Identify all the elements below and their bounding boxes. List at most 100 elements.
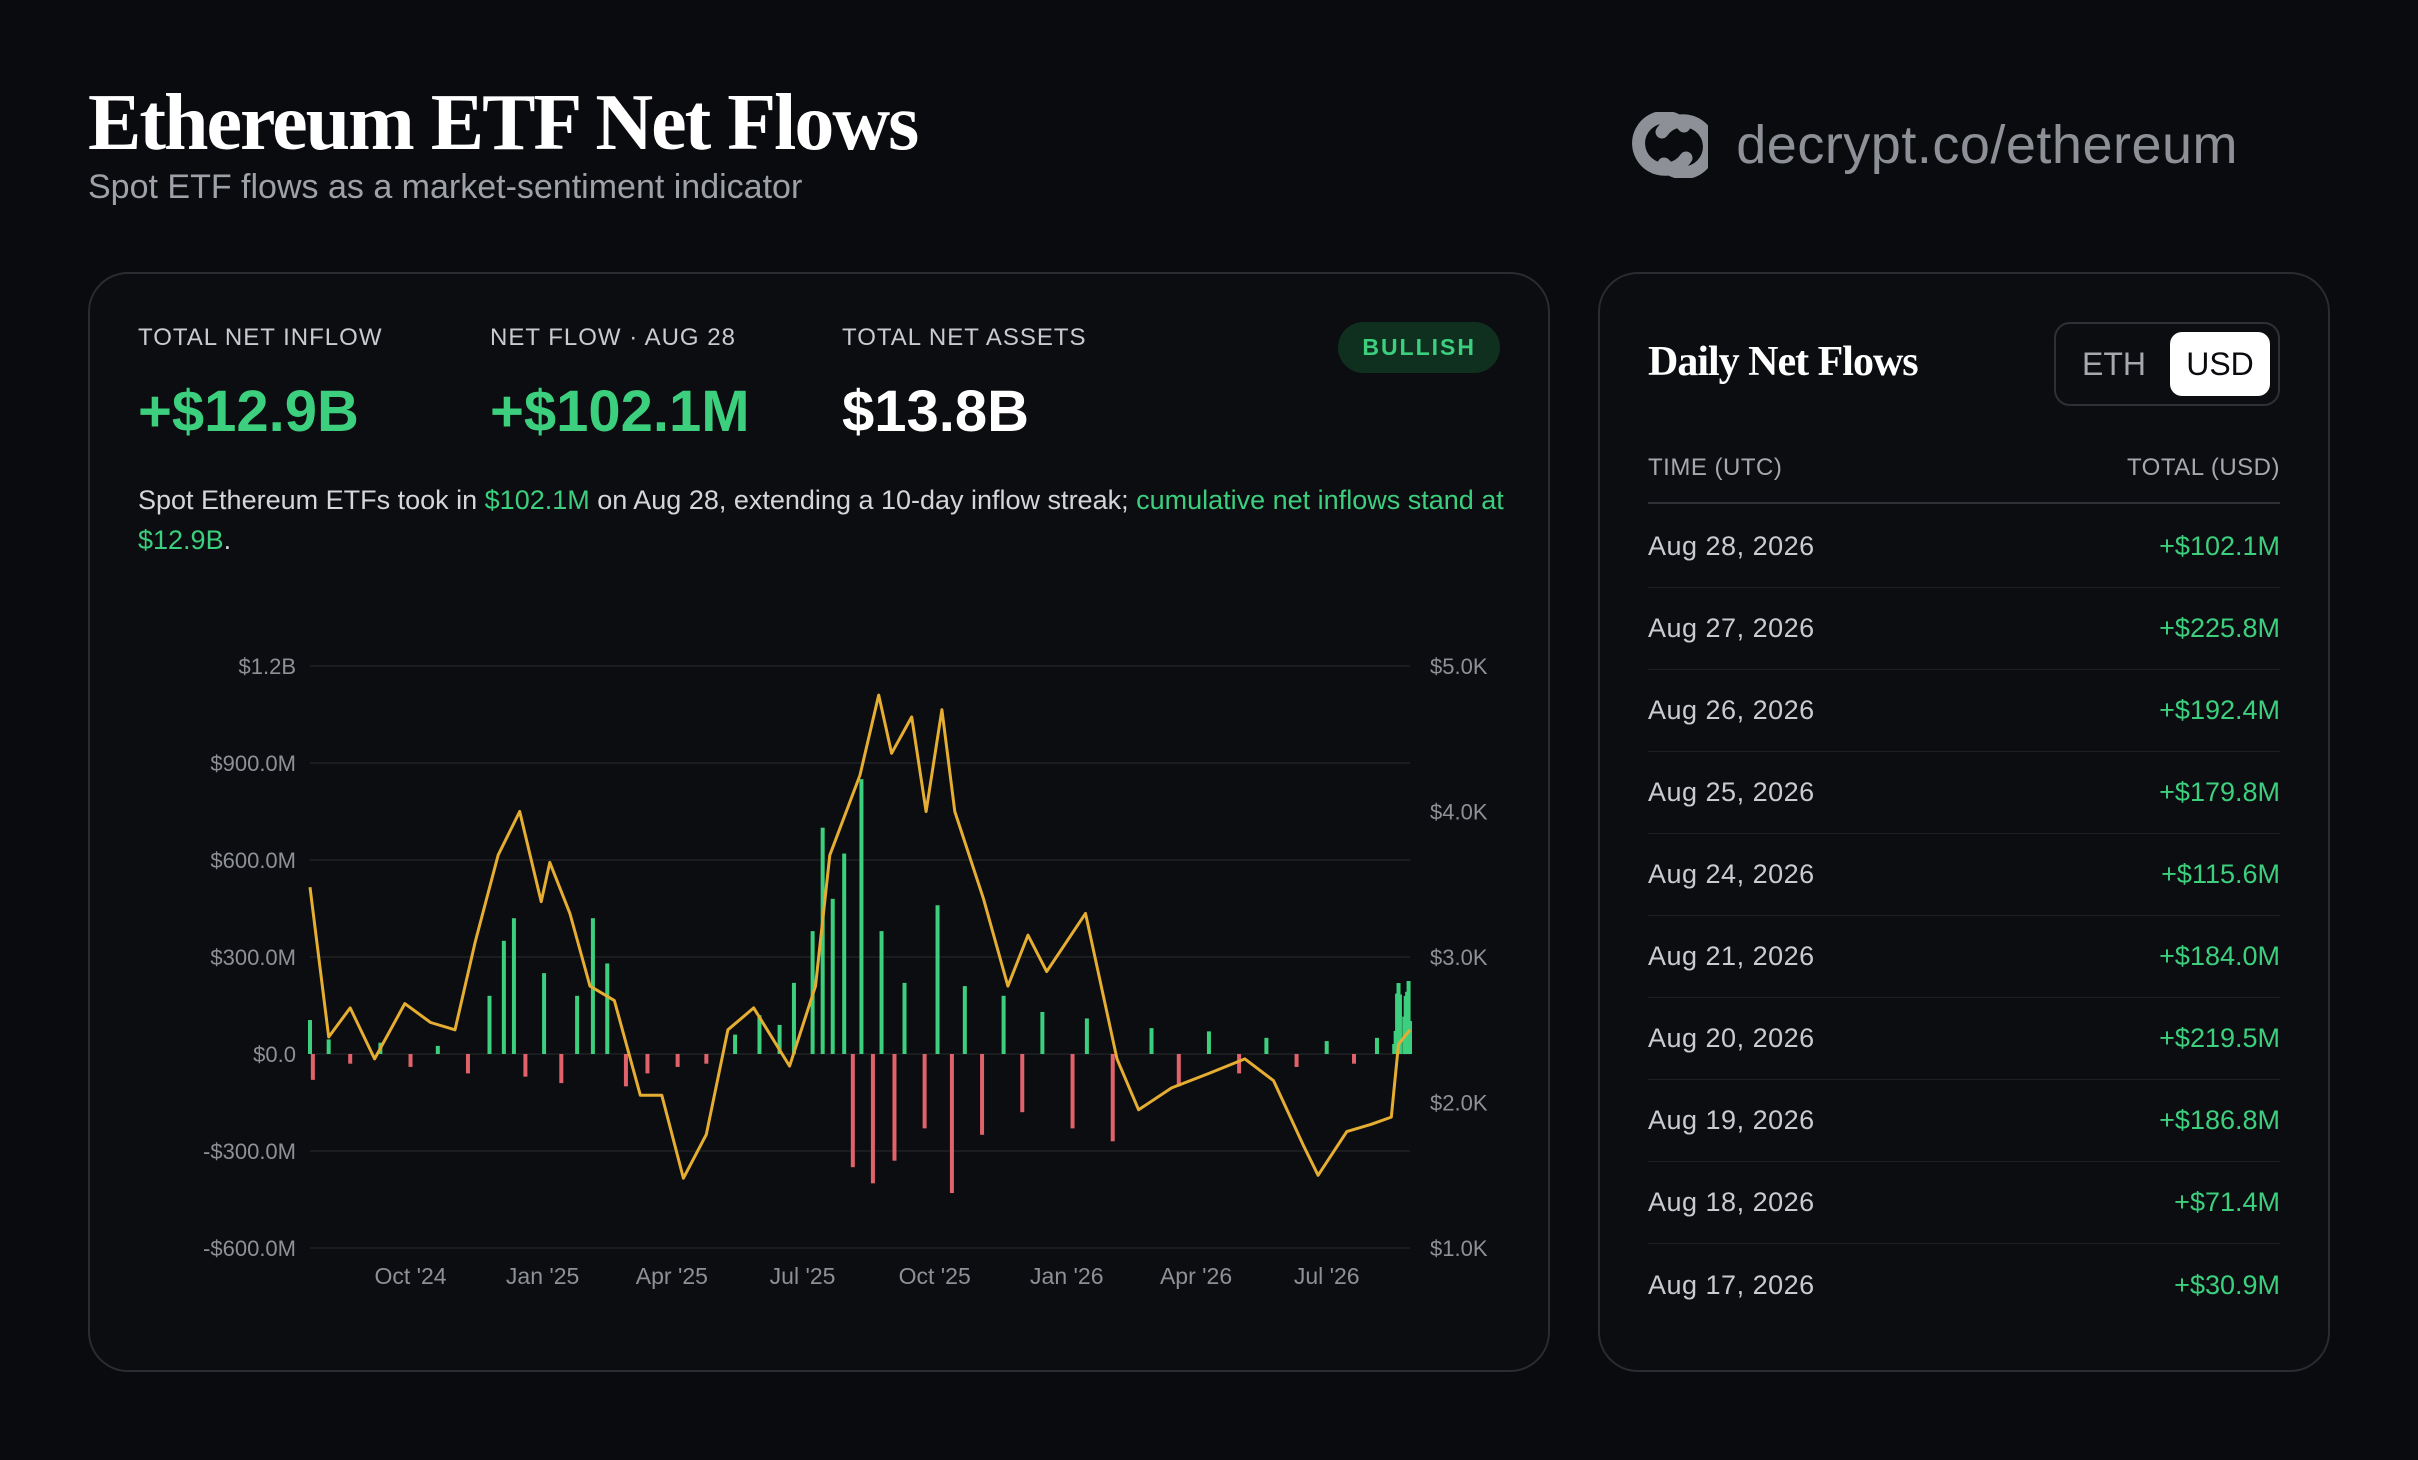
y-tick-label: -$600.0M — [203, 1236, 296, 1261]
flow-bar — [1397, 994, 1402, 1054]
flow-bar — [1351, 1054, 1356, 1064]
flow-bar — [1040, 1011, 1045, 1054]
table-row[interactable]: Aug 17, 2026 +$30.9M — [1648, 1244, 2280, 1326]
row-date: Aug 18, 2026 — [1648, 1187, 1815, 1217]
flow-bar — [949, 1054, 954, 1194]
table-row[interactable]: Aug 19, 2026 +$186.8M — [1648, 1080, 2280, 1162]
summary-text: Spot Ethereum ETFs took in $102.1M on Au… — [138, 480, 1508, 560]
toggle-eth[interactable]: ETH — [2082, 345, 2146, 382]
summary-highlight: $102.1M — [484, 485, 590, 515]
row-date: Aug 25, 2026 — [1648, 777, 1815, 807]
flow-bar — [777, 1024, 782, 1054]
row-date: Aug 20, 2026 — [1648, 1023, 1815, 1053]
x-tick-label: Jan '26 — [1030, 1263, 1103, 1289]
y-tick-label: $600.0M — [210, 848, 296, 873]
metric-total-inflow: TOTAL NET INFLOW +$12.9B — [138, 324, 382, 445]
daily-flows-panel: Daily Net Flows ETH USD TIME (UTC) TOTAL… — [1598, 272, 2330, 1372]
flow-bar — [820, 827, 825, 1054]
flow-bar — [1110, 1054, 1115, 1142]
sentiment-badge: BULLISH — [1338, 322, 1500, 373]
row-value: +$30.9M — [2174, 1269, 2280, 1300]
metric-label: NET FLOW · AUG 28 — [490, 324, 736, 351]
flow-bar — [310, 1054, 315, 1080]
x-tick-label: Jul '25 — [770, 1263, 836, 1289]
metric-label: TOTAL NET ASSETS — [842, 324, 1087, 351]
flow-bar — [1070, 1054, 1075, 1129]
row-value: +$179.8M — [2159, 777, 2280, 807]
row-date: Aug 27, 2026 — [1648, 613, 1815, 643]
flow-bar — [892, 1054, 897, 1161]
flow-bar — [902, 982, 907, 1054]
flow-bar — [501, 940, 506, 1054]
metric-value: +$12.9B — [138, 379, 359, 444]
flow-bar — [1001, 995, 1006, 1054]
table-row[interactable]: Aug 20, 2026 +$219.5M — [1648, 998, 2280, 1080]
row-date: Aug 26, 2026 — [1648, 695, 1815, 725]
flow-bar — [465, 1054, 470, 1074]
table-row[interactable]: Aug 21, 2026 +$184.0M — [1648, 916, 2280, 998]
y2-tick-label: $1.0K — [1430, 1236, 1488, 1261]
row-value: +$219.5M — [2159, 1023, 2280, 1053]
flow-bar — [542, 973, 547, 1054]
table-row[interactable]: Aug 18, 2026 +$71.4M — [1648, 1162, 2280, 1244]
flows-table: Aug 28, 2026 +$102.1M Aug 27, 2026 +$225.8M… — [1648, 506, 2280, 1326]
row-value: +$115.6M — [2161, 859, 2280, 889]
daily-flows-title: Daily Net Flows — [1648, 339, 1919, 385]
x-tick-label: Oct '24 — [374, 1263, 446, 1289]
y2-tick-label: $4.0K — [1430, 800, 1488, 825]
page-subtitle: Spot ETF flows as a market-sentiment ind… — [88, 168, 803, 206]
brand-link[interactable]: decrypt.co/ethereum — [1624, 112, 2238, 178]
row-date: Aug 19, 2026 — [1648, 1105, 1815, 1135]
flow-bar — [879, 931, 884, 1054]
y-tick-label: $900.0M — [210, 751, 296, 776]
row-date: Aug 21, 2026 — [1648, 941, 1815, 971]
table-row[interactable]: Aug 27, 2026 +$225.8M — [1648, 588, 2280, 670]
y2-tick-label: $2.0K — [1430, 1091, 1488, 1116]
row-date: Aug 17, 2026 — [1648, 1269, 1815, 1300]
flow-bar — [962, 986, 967, 1054]
flow-bar — [523, 1054, 528, 1077]
metric-value: +$102.1M — [490, 379, 750, 444]
toggle-usd[interactable]: USD — [2170, 332, 2270, 396]
flow-bar — [757, 1015, 762, 1054]
flows-price-chart: $1.2B $900.0M $600.0M $300.0M $0.0 -$300.0M -$… — [203, 654, 1488, 1289]
table-row[interactable]: Aug 26, 2026 +$192.4M — [1648, 670, 2280, 752]
flow-bar — [980, 1054, 985, 1135]
metric-label: TOTAL NET INFLOW — [138, 324, 383, 351]
flow-bar — [791, 982, 796, 1054]
row-value: +$225.8M — [2159, 613, 2280, 643]
metric-total-assets: TOTAL NET ASSETS $13.8B — [842, 324, 1087, 445]
flow-bar — [1374, 1037, 1379, 1054]
row-value: +$102.1M — [2159, 531, 2280, 561]
flow-bar — [308, 1020, 312, 1054]
flow-bar — [575, 995, 580, 1054]
decrypt-logo-icon — [1632, 112, 1709, 178]
summary-part: on Aug 28, extending a 10-day inflow str… — [589, 485, 1137, 515]
flow-bar — [1149, 1028, 1154, 1054]
table-row[interactable]: Aug 28, 2026 +$102.1M — [1648, 506, 2280, 588]
column-header-total: TOTAL (USD) — [2126, 454, 2280, 481]
flow-bar — [1408, 1020, 1412, 1054]
flow-bar — [850, 1054, 855, 1168]
flow-bar — [704, 1054, 709, 1064]
x-tick-label: Oct '25 — [899, 1263, 971, 1289]
flow-bar — [870, 1054, 875, 1184]
flow-bar — [922, 1054, 927, 1129]
flow-bar — [435, 1045, 440, 1054]
flow-bar — [348, 1054, 353, 1064]
table-row[interactable]: Aug 24, 2026 +$115.6M — [1648, 834, 2280, 916]
flow-bar — [859, 779, 864, 1054]
x-tick-label: Jan '25 — [506, 1263, 579, 1289]
table-header: TIME (UTC) TOTAL (USD) — [1648, 454, 2280, 504]
summary-highlight: cumulative net inflows stand at $12.9B — [138, 485, 1504, 555]
page-title: Ethereum ETF Net Flows — [88, 79, 919, 167]
flow-bar — [1020, 1054, 1025, 1113]
flow-bar — [842, 853, 847, 1054]
flow-bar — [605, 963, 610, 1054]
row-date: Aug 24, 2026 — [1648, 859, 1815, 889]
row-value: +$192.4M — [2159, 695, 2280, 725]
metric-net-flow: NET FLOW · AUG 28 +$102.1M — [490, 324, 750, 445]
table-row[interactable]: Aug 25, 2026 +$179.8M — [1648, 752, 2280, 834]
x-tick-label: Jul '26 — [1294, 1263, 1360, 1289]
summary-part: . — [223, 525, 232, 555]
